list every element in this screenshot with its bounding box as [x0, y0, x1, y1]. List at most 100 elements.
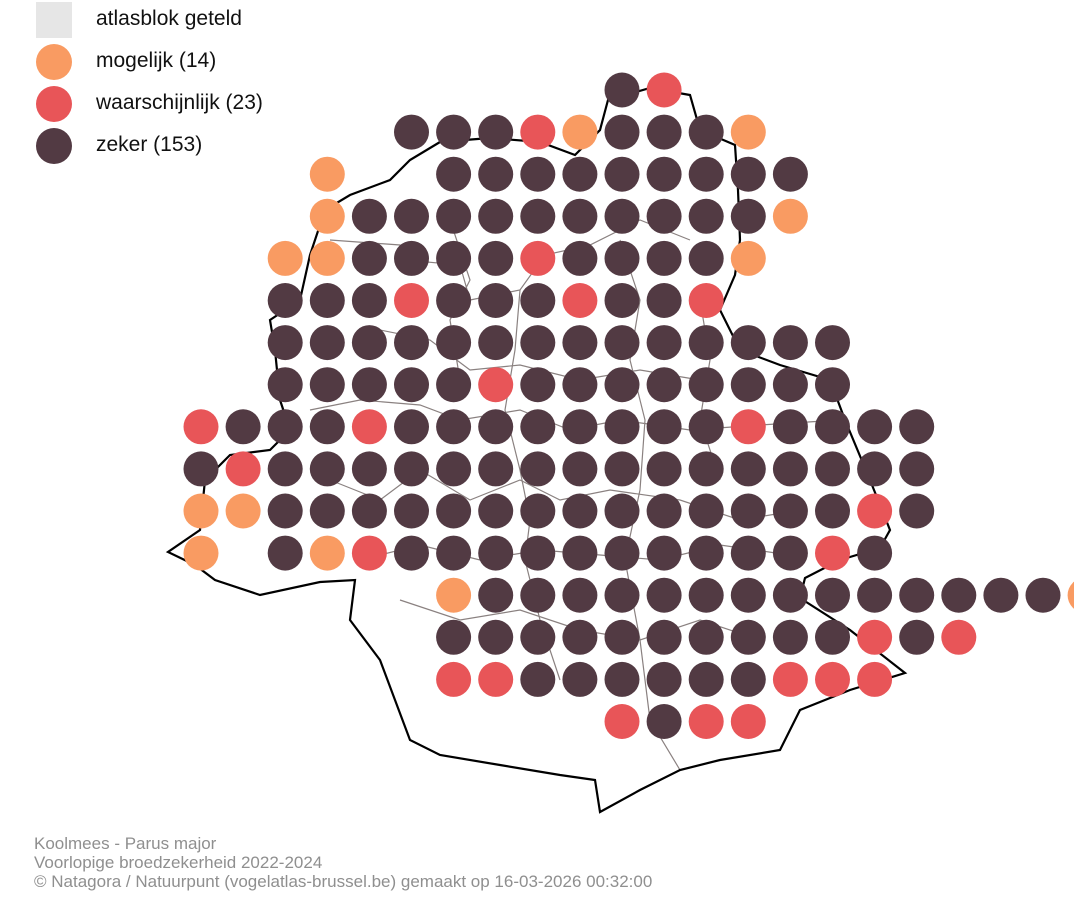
dot-zeker — [815, 409, 850, 445]
dot-zeker — [351, 493, 387, 529]
caption: Koolmees - Parus major Voorlopige broedz… — [34, 834, 652, 891]
dot-zeker — [772, 325, 808, 361]
dot-zeker — [688, 493, 724, 529]
dot-zeker — [815, 451, 850, 487]
dot-zeker — [772, 577, 808, 613]
dot-zeker — [646, 451, 682, 487]
dot-zeker — [646, 198, 682, 234]
dot-zeker — [520, 367, 556, 403]
legend-swatch-geteld — [36, 2, 72, 38]
dot-zeker — [688, 535, 724, 571]
dot-zeker — [688, 114, 724, 150]
dot-zeker — [772, 619, 808, 655]
dot-zeker — [394, 325, 429, 361]
legend-item-zeker: zeker (153) — [36, 128, 356, 170]
dot-waarschijnlijk — [225, 451, 261, 487]
dot-zeker — [772, 367, 808, 403]
dot-zeker — [562, 493, 598, 529]
legend: atlasblok geteld mogelijk (14) waarschij… — [36, 2, 356, 170]
dot-waarschijnlijk — [183, 409, 219, 445]
dot-zeker — [646, 704, 682, 739]
dot-waarschijnlijk — [436, 661, 472, 697]
dot-mogelijk — [225, 493, 261, 529]
dot-zeker — [520, 577, 556, 613]
dot-zeker — [688, 240, 724, 276]
dot-zeker — [646, 114, 682, 150]
dot-zeker — [520, 535, 556, 571]
dot-zeker — [267, 283, 303, 318]
dot-zeker — [436, 619, 472, 655]
dot-zeker — [815, 493, 850, 529]
dot-zeker — [646, 240, 682, 276]
dot-waarschijnlijk — [815, 661, 850, 697]
dot-zeker — [604, 240, 640, 276]
dot-zeker — [520, 198, 556, 234]
dot-zeker — [478, 577, 514, 613]
dot-zeker — [688, 577, 724, 613]
dot-zeker — [520, 493, 556, 529]
dot-zeker — [646, 367, 682, 403]
dot-waarschijnlijk — [520, 114, 556, 150]
dot-zeker — [646, 619, 682, 655]
dot-zeker — [351, 325, 387, 361]
dot-waarschijnlijk — [730, 704, 766, 739]
dot-zeker — [478, 409, 514, 445]
dot-waarschijnlijk — [688, 704, 724, 739]
dot-waarschijnlijk — [857, 619, 893, 655]
dot-zeker — [351, 367, 387, 403]
dot-waarschijnlijk — [688, 283, 724, 318]
dot-zeker — [562, 409, 598, 445]
dot-zeker — [899, 577, 935, 613]
dot-zeker — [604, 198, 640, 234]
dot-zeker — [309, 283, 345, 318]
dot-zeker — [1025, 577, 1061, 613]
dot-zeker — [604, 619, 640, 655]
dot-zeker — [646, 283, 682, 318]
atlas-dots — [183, 72, 1074, 739]
dot-zeker — [604, 283, 640, 318]
dot-zeker — [604, 493, 640, 529]
dot-waarschijnlijk — [730, 409, 766, 445]
dot-zeker — [436, 198, 472, 234]
dot-zeker — [688, 367, 724, 403]
dot-waarschijnlijk — [857, 493, 893, 529]
dot-zeker — [309, 451, 345, 487]
dot-zeker — [730, 198, 766, 234]
dot-zeker — [267, 325, 303, 361]
dot-zeker — [394, 114, 429, 150]
dot-zeker — [688, 451, 724, 487]
dot-zeker — [478, 619, 514, 655]
dot-mogelijk — [309, 156, 345, 192]
dot-zeker — [604, 451, 640, 487]
dot-zeker — [857, 409, 893, 445]
dot-zeker — [772, 156, 808, 192]
dot-mogelijk — [1067, 581, 1074, 609]
dot-zeker — [478, 240, 514, 276]
dot-waarschijnlijk — [351, 409, 387, 445]
dot-zeker — [604, 409, 640, 445]
dot-zeker — [394, 240, 429, 276]
dot-zeker — [436, 114, 472, 150]
dot-zeker — [772, 451, 808, 487]
dot-zeker — [520, 409, 556, 445]
dot-zeker — [394, 535, 429, 571]
dot-zeker — [604, 661, 640, 697]
caption-credits: © Natagora / Natuurpunt (vogelatlas-brus… — [34, 872, 653, 891]
dot-waarschijnlijk — [478, 367, 514, 403]
dot-zeker — [436, 367, 472, 403]
dot-zeker — [562, 240, 598, 276]
dot-zeker — [520, 619, 556, 655]
legend-swatch-mogelijk — [36, 44, 72, 80]
dot-zeker — [478, 198, 514, 234]
dot-zeker — [436, 325, 472, 361]
dot-zeker — [646, 325, 682, 361]
dot-waarschijnlijk — [646, 72, 682, 108]
region-border — [165, 86, 908, 814]
dot-zeker — [309, 367, 345, 403]
dot-zeker — [478, 493, 514, 529]
dot-zeker — [478, 283, 514, 318]
dot-zeker — [604, 156, 640, 192]
dot-zeker — [478, 325, 514, 361]
dot-waarschijnlijk — [604, 704, 640, 739]
